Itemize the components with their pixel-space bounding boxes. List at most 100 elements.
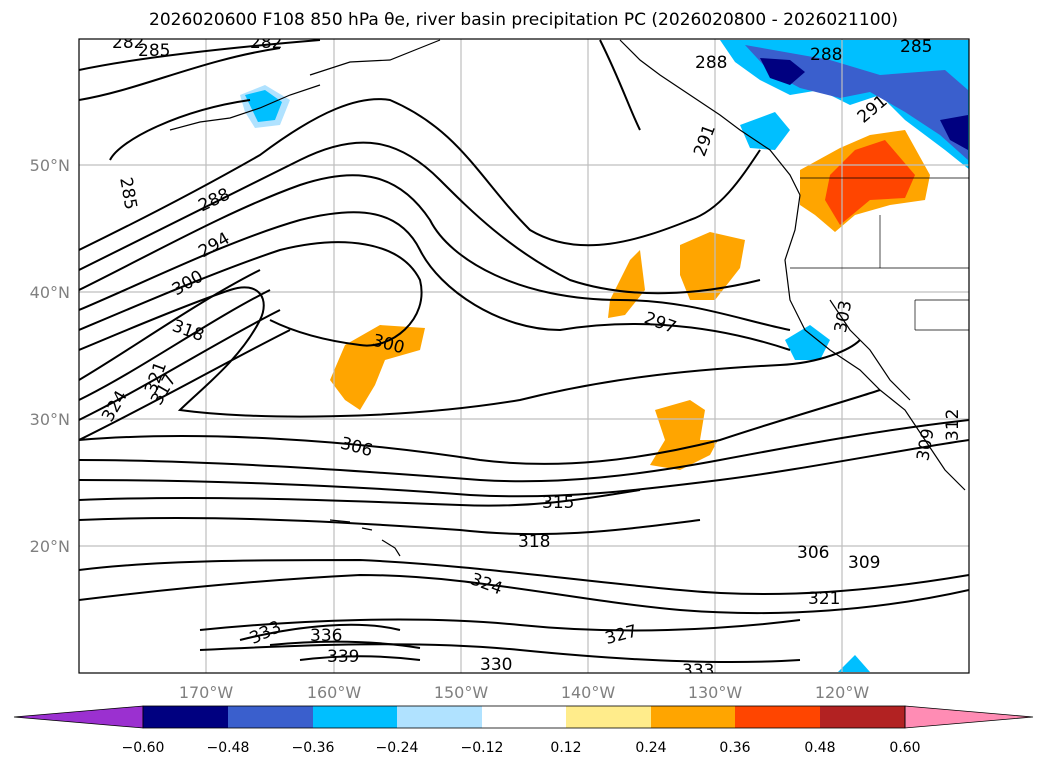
coast-aleutians bbox=[169, 84, 321, 131]
colorbar-bin-2 bbox=[228, 706, 313, 728]
contour-324 bbox=[79, 573, 969, 615]
coast-baja bbox=[829, 299, 911, 401]
contour-jet-4 bbox=[79, 329, 291, 441]
coast-alaska bbox=[309, 39, 441, 76]
theta-e-contours bbox=[79, 39, 969, 663]
precip-orange-offshore bbox=[680, 232, 745, 300]
contour-288 bbox=[79, 98, 761, 251]
contour-339 bbox=[299, 655, 421, 661]
clabel-333-b: 333 bbox=[682, 661, 714, 681]
clabel-330: 330 bbox=[480, 655, 512, 675]
precip-red-pnw bbox=[825, 140, 915, 225]
contour-jet-2 bbox=[79, 289, 271, 401]
clabel-288-c: 288 bbox=[810, 45, 842, 65]
colorbar-tick-5: −0.12 bbox=[461, 740, 504, 756]
clabel-318-b: 318 bbox=[518, 532, 550, 552]
clabel-309: 309 bbox=[848, 553, 880, 573]
contour-327 bbox=[199, 618, 801, 632]
precip-shading bbox=[240, 40, 969, 672]
precip-orange-south bbox=[650, 400, 718, 470]
lon-label-150w: 150°W bbox=[434, 683, 489, 702]
coast-bc bbox=[619, 39, 801, 196]
clabel-300: 300 bbox=[169, 267, 207, 301]
latitude-labels: 50°N 40°N 30°N 20°N bbox=[30, 156, 70, 556]
map-frame bbox=[78, 38, 970, 674]
contour-321 bbox=[79, 558, 969, 596]
colorbar-bin-4 bbox=[397, 706, 482, 728]
contour-336 bbox=[269, 640, 421, 649]
contour-285 bbox=[79, 47, 281, 101]
clabel-339: 339 bbox=[327, 647, 359, 667]
colorbar-tick-4: −0.24 bbox=[376, 740, 419, 756]
longitude-labels: 170°W 160°W 150°W 140°W 130°W 120°W bbox=[179, 683, 870, 702]
clabel-288: 288 bbox=[195, 184, 233, 216]
contour-jet-3 bbox=[79, 309, 281, 421]
clabel-285-b: 285 bbox=[115, 176, 140, 211]
clabel-336: 336 bbox=[310, 626, 342, 646]
contour-288-b bbox=[599, 39, 641, 131]
clabel-306: 306 bbox=[338, 433, 375, 461]
clabel-318: 318 bbox=[169, 316, 206, 346]
colorbar-tick-8: 0.36 bbox=[719, 740, 750, 756]
contour-303 bbox=[79, 286, 861, 418]
contour-297 bbox=[79, 211, 791, 351]
precip-navy-alaska-2 bbox=[940, 115, 968, 150]
clabel-324: 324 bbox=[98, 387, 132, 425]
contour-300 bbox=[79, 241, 423, 347]
colorbar-tick-6: 0.12 bbox=[550, 740, 581, 756]
lon-label-120w: 120°W bbox=[815, 683, 870, 702]
colorbar-bin-3 bbox=[313, 706, 397, 728]
colorbar-extend-low bbox=[13, 705, 144, 729]
colorbar-tick-1: −0.60 bbox=[122, 740, 165, 756]
contour-330 bbox=[199, 643, 801, 663]
colorbar-tick-10: 0.60 bbox=[889, 740, 920, 756]
colorbar-bin-6 bbox=[566, 706, 651, 728]
clabel-321-b: 321 bbox=[808, 589, 840, 609]
clabel-288-b: 288 bbox=[695, 53, 727, 73]
colorbar-bin-5 bbox=[482, 706, 566, 728]
lat-label-50n: 50°N bbox=[30, 156, 70, 175]
clabel-324-b: 324 bbox=[468, 569, 505, 599]
clabel-306-b: 306 bbox=[797, 543, 829, 563]
contour-315 bbox=[79, 489, 641, 507]
political-borders bbox=[790, 177, 969, 331]
colorbar-bin-7 bbox=[651, 706, 735, 728]
coastlines bbox=[169, 39, 966, 557]
coast-hawaii bbox=[329, 519, 401, 557]
lat-label-40n: 40°N bbox=[30, 283, 70, 302]
graticule bbox=[79, 39, 969, 673]
contour-jet-1 bbox=[79, 269, 261, 381]
contour-312 bbox=[79, 439, 969, 498]
colorbar-bin-8 bbox=[735, 706, 820, 728]
contour-285-b bbox=[109, 99, 251, 161]
contour-294 bbox=[79, 174, 791, 331]
precip-navy-alaska bbox=[760, 58, 805, 85]
colorbar-bin-1 bbox=[143, 706, 228, 728]
contour-282 bbox=[79, 39, 321, 71]
colorbar-tick-7: 0.24 bbox=[635, 740, 666, 756]
colorbar-tick-9: 0.48 bbox=[804, 740, 835, 756]
chart-title: 2026020600 F108 850 hPa θe, river basin … bbox=[149, 10, 898, 30]
clabel-312: 312 bbox=[943, 409, 963, 441]
contour-306 bbox=[79, 389, 881, 465]
precip-blue-coast bbox=[740, 112, 790, 150]
clabel-327: 327 bbox=[603, 621, 640, 649]
colorbar-bin-9 bbox=[820, 706, 905, 728]
contour-291 bbox=[79, 141, 761, 295]
clabel-303: 303 bbox=[831, 299, 856, 334]
colorbar-outline bbox=[142, 705, 906, 729]
clabel-285-c: 285 bbox=[900, 37, 932, 57]
clabel-282-b: 282 bbox=[250, 33, 282, 53]
contour-333 bbox=[239, 623, 401, 641]
lon-label-130w: 130°W bbox=[688, 683, 743, 702]
lon-label-160w: 160°W bbox=[307, 683, 362, 702]
precip-blue-baja bbox=[785, 325, 830, 360]
precip-blue-baja-south bbox=[838, 655, 870, 672]
precip-orange-central bbox=[330, 325, 425, 410]
clabel-315: 315 bbox=[542, 493, 574, 513]
clabel-282: 282 bbox=[112, 33, 144, 53]
colorbar: −0.60 −0.48 −0.36 −0.24 −0.12 0.12 0.24 … bbox=[13, 705, 1034, 756]
colorbar-extend-high bbox=[904, 705, 1034, 729]
precip-orange-offshore-2 bbox=[608, 250, 645, 318]
